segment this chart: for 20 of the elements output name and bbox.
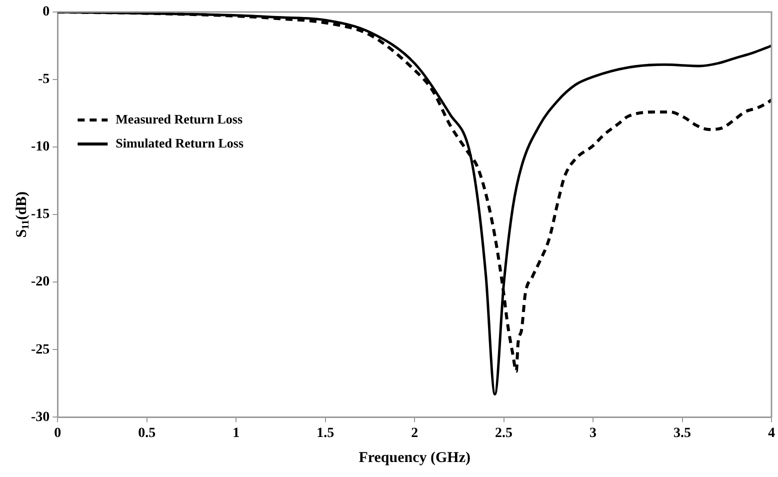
- y-tick-label: -5: [38, 72, 50, 88]
- x-tick-label: 2.5: [495, 426, 513, 442]
- x-tick-label: 0: [54, 426, 62, 442]
- y-tick-label: -15: [30, 207, 50, 222]
- x-tick-label: 2: [411, 426, 418, 442]
- x-tick-label: 1: [232, 426, 240, 442]
- y-tick-label: -30: [30, 410, 50, 425]
- y-axis-title: S11(dB): [14, 192, 32, 238]
- y-tick-label: -20: [30, 274, 50, 290]
- x-axis-title: Frequency (GHz): [358, 450, 470, 466]
- legend-label: Measured Return Loss: [116, 111, 243, 126]
- y-tick-label: 0: [42, 4, 50, 20]
- x-tick-label: 3: [590, 426, 597, 442]
- x-tick-label: 0.5: [138, 426, 156, 442]
- x-tick-label: 4: [768, 426, 775, 442]
- y-tick-label: -25: [30, 342, 50, 358]
- y-tick-label: -10: [30, 140, 50, 155]
- x-tick-label: 1.5: [316, 426, 334, 442]
- x-tick-label: 3.5: [674, 426, 692, 442]
- legend-label: Simulated Return Loss: [116, 135, 244, 150]
